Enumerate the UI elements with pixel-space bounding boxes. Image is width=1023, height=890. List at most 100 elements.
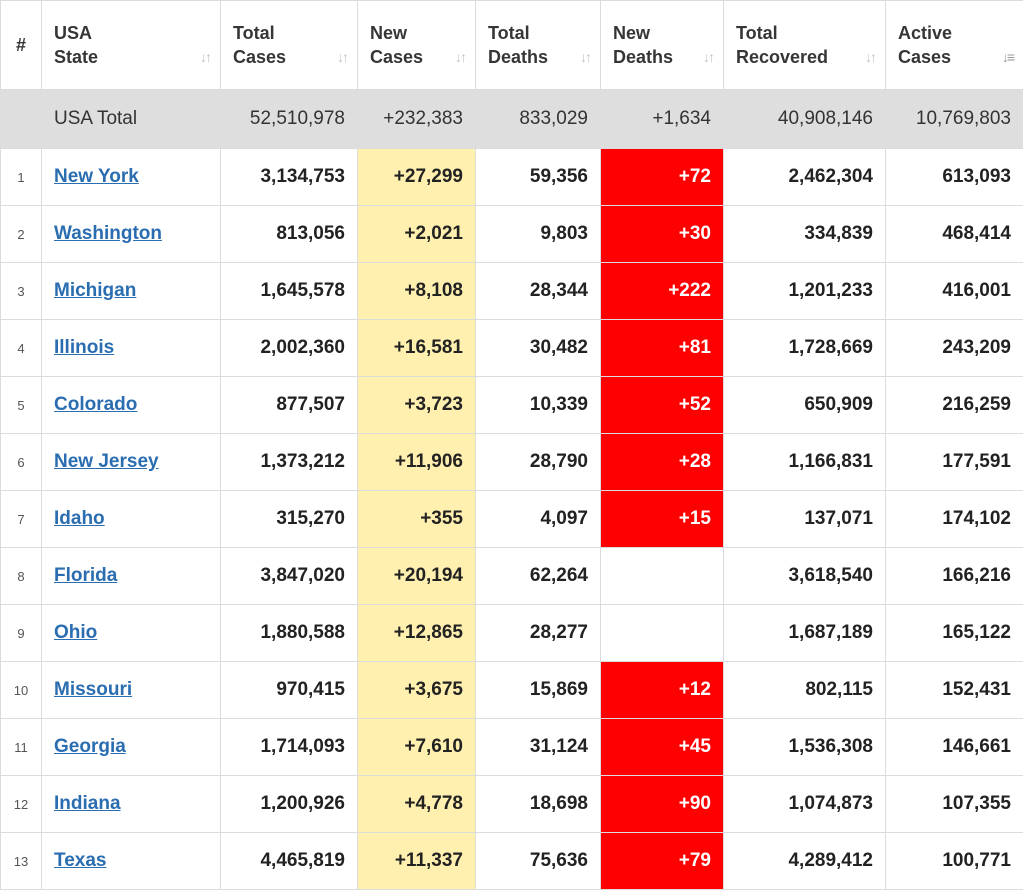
new-cases-cell: +27,299 [358, 149, 476, 206]
sort-descending-icon[interactable]: ↓≡ [1002, 49, 1013, 65]
new-deaths-cell: +15 [601, 491, 724, 548]
row-rank: 7 [1, 491, 42, 548]
header-state-line1: USA [54, 21, 208, 45]
total-recovered-cell: 334,839 [724, 206, 886, 263]
new-deaths-cell: +72 [601, 149, 724, 206]
state-link[interactable]: Idaho [54, 508, 105, 529]
total-recovered-cell: 1,687,189 [724, 605, 886, 662]
header-total-deaths-line1: Total [488, 21, 588, 45]
new-deaths-cell [601, 605, 724, 662]
new-deaths-cell: +12 [601, 662, 724, 719]
state-cell: Michigan [42, 263, 221, 320]
total-deaths-cell: 30,482 [476, 320, 601, 377]
sort-arrows-icon[interactable]: ↓↑ [580, 49, 590, 65]
state-link[interactable]: Missouri [54, 679, 132, 700]
sort-arrows-icon[interactable]: ↓↑ [703, 49, 713, 65]
active-cases-cell: 416,001 [886, 263, 1023, 320]
active-cases-cell: 243,209 [886, 320, 1023, 377]
state-cell: Ohio [42, 605, 221, 662]
state-link[interactable]: New York [54, 166, 139, 187]
new-cases-cell: +11,906 [358, 434, 476, 491]
header-total-recovered-line1: Total [736, 21, 873, 45]
state-cell: Idaho [42, 491, 221, 548]
new-cases-cell: +12,865 [358, 605, 476, 662]
total-recovered-cell: 1,201,233 [724, 263, 886, 320]
sort-arrows-icon[interactable]: ↓↑ [200, 49, 210, 65]
active-cases-cell: 152,431 [886, 662, 1023, 719]
state-link[interactable]: Georgia [54, 736, 126, 757]
total-cases-cell: 2,002,360 [221, 320, 358, 377]
row-rank: 8 [1, 548, 42, 605]
state-link[interactable]: Washington [54, 223, 162, 244]
state-link[interactable]: Michigan [54, 280, 136, 301]
active-cases-cell: 146,661 [886, 719, 1023, 776]
total-recovered-cell: 1,166,831 [724, 434, 886, 491]
state-link[interactable]: Colorado [54, 394, 137, 415]
row-rank: 5 [1, 377, 42, 434]
state-cell: Missouri [42, 662, 221, 719]
row-rank: 11 [1, 719, 42, 776]
sort-arrows-icon[interactable]: ↓↑ [337, 49, 347, 65]
new-cases-cell: +4,778 [358, 776, 476, 833]
new-deaths-cell: +81 [601, 320, 724, 377]
active-cases-cell: 107,355 [886, 776, 1023, 833]
total-cases-cell: 970,415 [221, 662, 358, 719]
header-active-cases-line1: Active [898, 21, 1011, 45]
total-row-new-deaths: +1,634 [601, 90, 724, 149]
active-cases-cell: 177,591 [886, 434, 1023, 491]
row-rank: 4 [1, 320, 42, 377]
header-total-recovered-line2: Recovered [736, 45, 873, 69]
total-row-total-deaths: 833,029 [476, 90, 601, 149]
state-cell: Illinois [42, 320, 221, 377]
header-new-cases-line2: Cases [370, 45, 463, 69]
total-cases-cell: 315,270 [221, 491, 358, 548]
total-cases-cell: 1,645,578 [221, 263, 358, 320]
total-deaths-cell: 31,124 [476, 719, 601, 776]
header-new-deaths-line2: Deaths [613, 45, 711, 69]
sort-arrows-icon[interactable]: ↓↑ [455, 49, 465, 65]
new-cases-cell: +16,581 [358, 320, 476, 377]
total-deaths-cell: 4,097 [476, 491, 601, 548]
header-rank: # [1, 1, 42, 90]
new-cases-cell: +3,675 [358, 662, 476, 719]
state-link[interactable]: Illinois [54, 337, 114, 358]
header-new-deaths-line1: New [613, 21, 711, 45]
new-deaths-cell: +222 [601, 263, 724, 320]
total-deaths-cell: 28,277 [476, 605, 601, 662]
total-deaths-cell: 59,356 [476, 149, 601, 206]
state-link[interactable]: Florida [54, 565, 117, 586]
state-link[interactable]: New Jersey [54, 451, 159, 472]
sort-arrows-icon[interactable]: ↓↑ [865, 49, 875, 65]
state-link[interactable]: Ohio [54, 622, 97, 643]
active-cases-cell: 216,259 [886, 377, 1023, 434]
row-rank: 9 [1, 605, 42, 662]
new-cases-cell: +355 [358, 491, 476, 548]
state-cell: Florida [42, 548, 221, 605]
total-deaths-cell: 9,803 [476, 206, 601, 263]
state-link[interactable]: Indiana [54, 793, 121, 814]
row-rank: 2 [1, 206, 42, 263]
total-cases-cell: 1,200,926 [221, 776, 358, 833]
total-recovered-cell: 3,618,540 [724, 548, 886, 605]
state-cell: Indiana [42, 776, 221, 833]
state-cell: Washington [42, 206, 221, 263]
total-deaths-cell: 15,869 [476, 662, 601, 719]
new-deaths-cell: +28 [601, 434, 724, 491]
state-link[interactable]: Texas [54, 850, 106, 871]
total-cases-cell: 3,847,020 [221, 548, 358, 605]
total-row-rank [1, 90, 42, 149]
total-deaths-cell: 28,790 [476, 434, 601, 491]
